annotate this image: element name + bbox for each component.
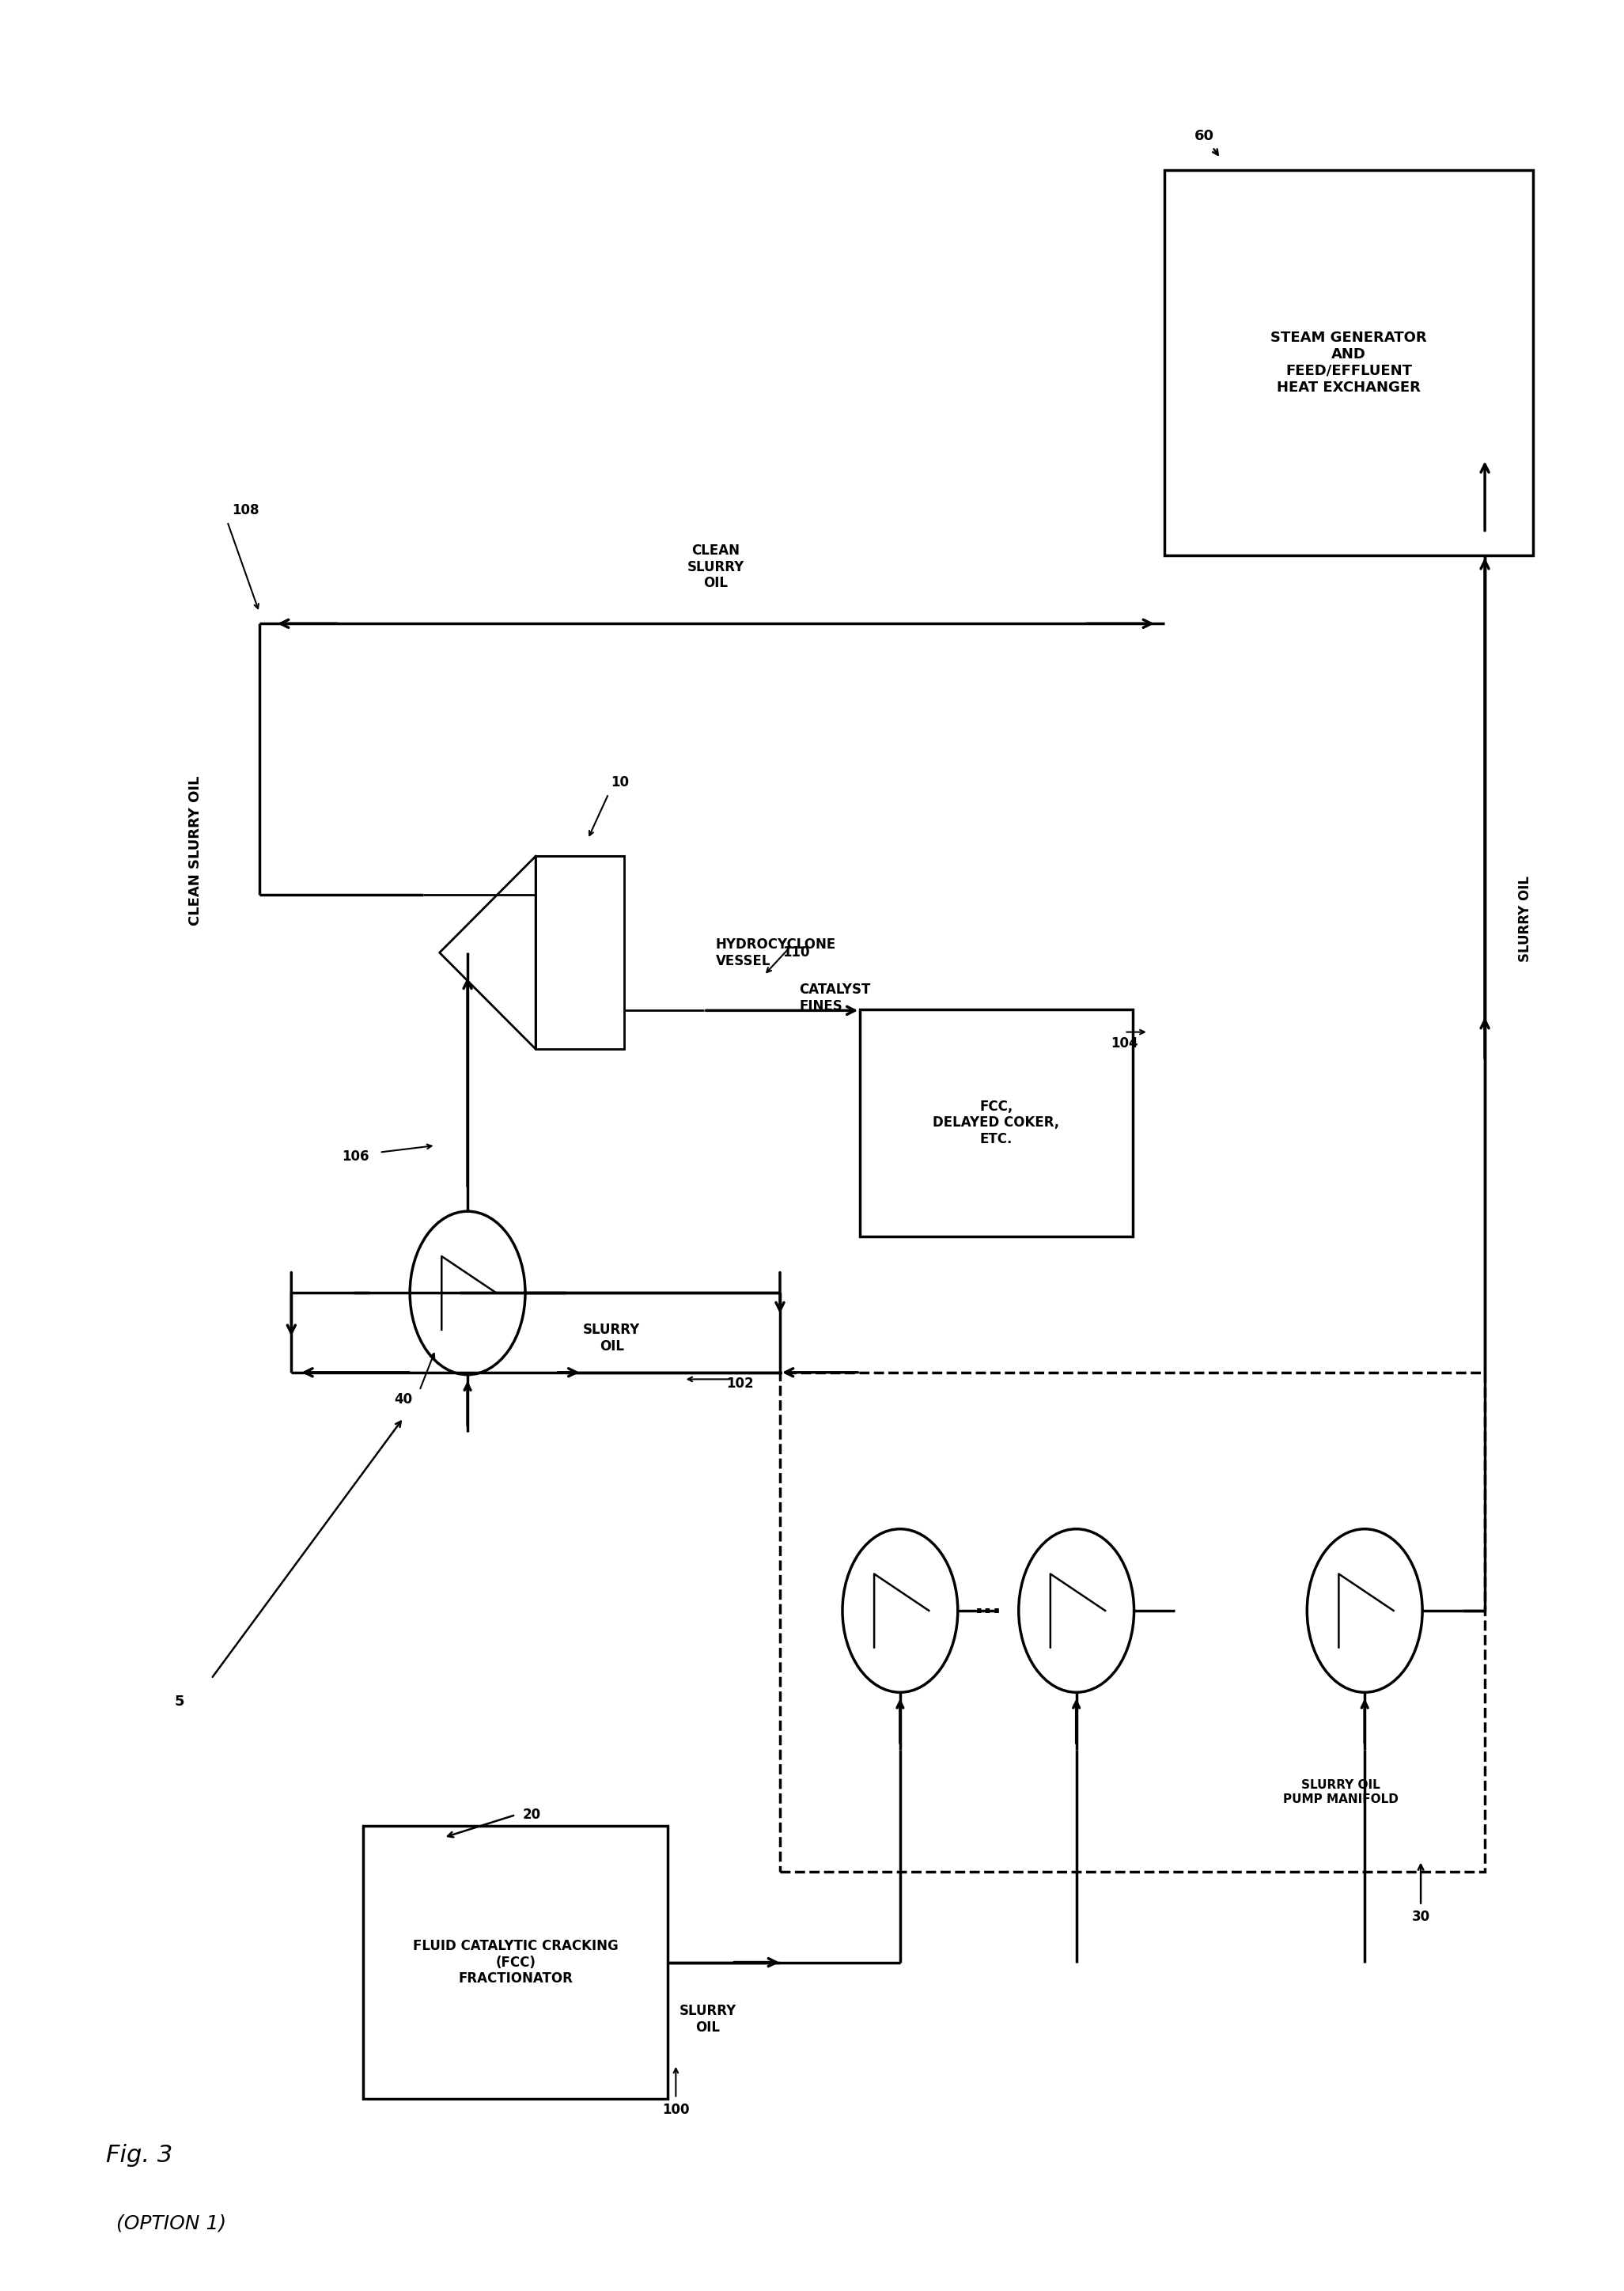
Bar <box>861 1010 1132 1237</box>
Text: 20: 20 <box>523 1808 541 1821</box>
Text: 108: 108 <box>232 504 260 518</box>
Text: CLEAN SLURRY OIL: CLEAN SLURRY OIL <box>188 777 203 926</box>
Polygon shape <box>440 857 536 1049</box>
Text: (OPTION 1): (OPTION 1) <box>117 2213 226 2234</box>
Text: STEAM GENERATOR
AND
FEED/EFFLUENT
HEAT EXCHANGER: STEAM GENERATOR AND FEED/EFFLUENT HEAT E… <box>1270 330 1427 394</box>
Text: FCC,
DELAYED COKER,
ETC.: FCC, DELAYED COKER, ETC. <box>932 1100 1059 1146</box>
Text: SLURRY OIL: SLURRY OIL <box>1518 875 1531 962</box>
Bar <box>364 1826 667 2099</box>
Text: ...: ... <box>974 1595 1002 1617</box>
Text: 110: 110 <box>783 946 810 960</box>
Text: 104: 104 <box>1111 1036 1138 1052</box>
Text: 40: 40 <box>395 1393 412 1407</box>
Text: 10: 10 <box>611 774 628 790</box>
Text: 102: 102 <box>726 1377 754 1391</box>
Text: SLURRY
OIL: SLURRY OIL <box>679 2005 736 2034</box>
Text: Fig. 3: Fig. 3 <box>106 2144 172 2167</box>
Text: CLEAN
SLURRY
OIL: CLEAN SLURRY OIL <box>687 543 744 591</box>
Bar <box>780 1372 1484 1872</box>
Bar <box>536 857 624 1049</box>
Text: CATALYST
FINES: CATALYST FINES <box>799 983 870 1013</box>
Text: FLUID CATALYTIC CRACKING
(FCC)
FRACTIONATOR: FLUID CATALYTIC CRACKING (FCC) FRACTIONA… <box>412 1938 619 1986</box>
Text: HYDROCYCLONE
VESSEL: HYDROCYCLONE VESSEL <box>716 937 836 969</box>
Text: 106: 106 <box>341 1150 369 1164</box>
Text: 100: 100 <box>663 2103 690 2117</box>
Text: 5: 5 <box>174 1695 184 1709</box>
Text: SLURRY
OIL: SLURRY OIL <box>583 1322 640 1354</box>
Text: 30: 30 <box>1411 1911 1429 1924</box>
Text: SLURRY OIL
PUMP MANIFOLD: SLURRY OIL PUMP MANIFOLD <box>1283 1780 1398 1805</box>
Text: 60: 60 <box>1195 128 1215 142</box>
Bar <box>1164 170 1533 554</box>
